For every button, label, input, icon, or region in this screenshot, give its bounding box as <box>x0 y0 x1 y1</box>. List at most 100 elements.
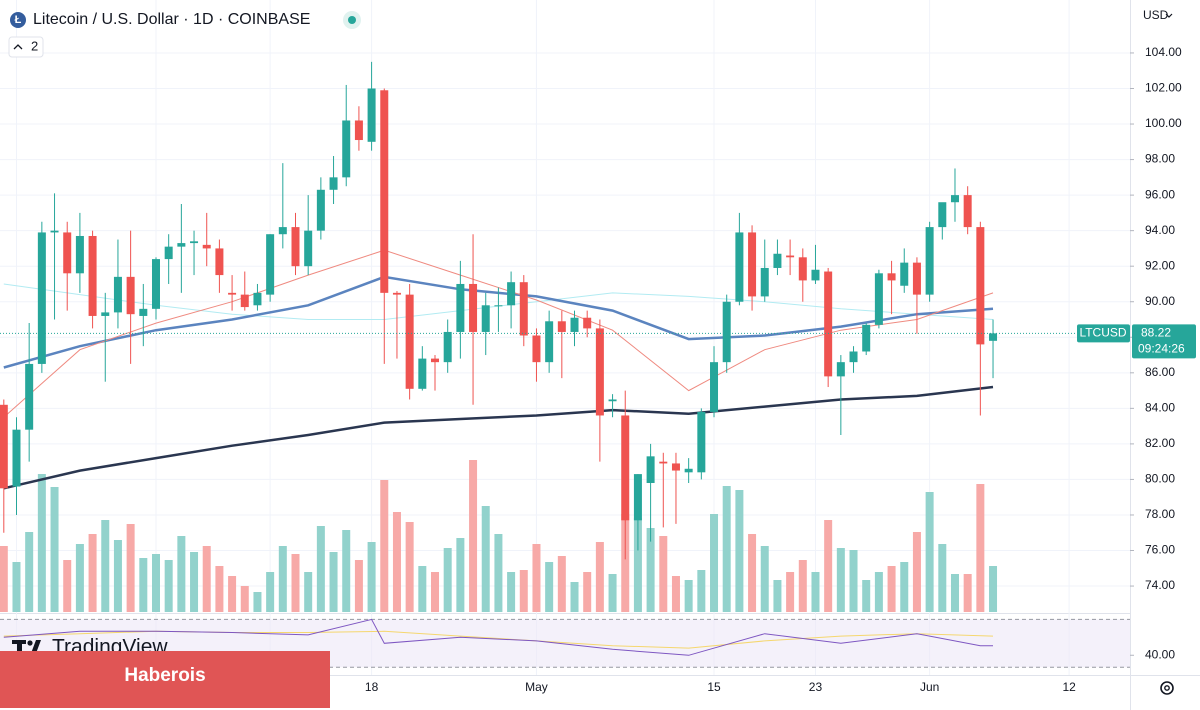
volume-bar <box>418 566 427 612</box>
volume-bar <box>659 536 668 612</box>
volume-bar <box>963 574 972 612</box>
currency-select[interactable]: USD <box>1143 8 1169 22</box>
x-tick-label: May <box>525 680 548 694</box>
volume-bar <box>532 544 541 612</box>
candle-body <box>887 273 896 281</box>
candle-body <box>608 399 617 402</box>
badge-text: Haberois <box>124 665 205 686</box>
volume-bar <box>50 487 59 612</box>
volume-bar <box>722 486 731 612</box>
indicators-count: 2 <box>31 38 38 53</box>
volume-bar <box>976 484 985 612</box>
candle-body <box>12 429 21 487</box>
market-status-dot <box>348 16 356 24</box>
indicators-toggle[interactable] <box>8 36 44 58</box>
candle-body <box>139 308 148 316</box>
candle-body <box>494 305 503 307</box>
y-tick-label: 80.00 <box>1145 472 1175 486</box>
volume-bar <box>469 460 478 612</box>
volume-bar <box>329 552 338 612</box>
volume-bar <box>862 580 871 612</box>
y-tick-label: 90.00 <box>1145 294 1175 308</box>
symbol-label-bg <box>1077 324 1130 343</box>
volume-bar <box>88 534 97 612</box>
candle-body <box>177 243 186 247</box>
volume-bar <box>278 546 287 612</box>
moving-average <box>3 385 994 490</box>
candle-body <box>595 328 604 416</box>
candle-body <box>126 276 135 315</box>
candle-body <box>443 331 452 363</box>
volume-bar <box>938 544 947 612</box>
candle-body <box>481 305 490 332</box>
y-tick-label: 78.00 <box>1145 507 1175 521</box>
volume-bar <box>786 572 795 612</box>
volume-bar <box>139 558 148 612</box>
y-tick-label: 86.00 <box>1145 365 1175 379</box>
volume-bar <box>215 566 224 612</box>
x-tick-label: 18 <box>365 680 379 694</box>
candle-body <box>316 189 325 231</box>
candle-body <box>456 283 465 332</box>
candle-body <box>164 246 173 260</box>
volume-bar <box>101 520 110 612</box>
volume-bar <box>887 566 896 612</box>
candle-body <box>912 262 921 295</box>
price-label-bg <box>1132 324 1196 359</box>
candle-body <box>557 321 566 332</box>
rsi-line <box>3 618 993 656</box>
candle-body <box>329 177 338 190</box>
volume-bar <box>836 548 845 612</box>
volume-bar <box>113 540 122 612</box>
candle-body <box>646 456 655 483</box>
candle-body <box>278 227 287 235</box>
volume-bar <box>849 550 858 612</box>
candle-body <box>862 324 871 352</box>
volume-bar <box>798 560 807 612</box>
volume-bar <box>570 582 579 612</box>
volume-bar <box>37 474 46 612</box>
candle-body <box>824 271 833 377</box>
candle-body <box>380 90 389 293</box>
volume-bar <box>494 534 503 612</box>
candle-body <box>874 273 883 325</box>
volume-bar <box>63 560 72 612</box>
candle-body <box>697 411 706 473</box>
volume-bar <box>456 538 465 612</box>
candle-body <box>0 404 8 489</box>
candle-body <box>519 282 528 336</box>
candle-body <box>900 262 909 286</box>
volume-bar <box>151 554 160 612</box>
candle-body <box>735 232 744 302</box>
candle-body <box>469 283 478 332</box>
y-tick-label: 98.00 <box>1145 152 1175 166</box>
candle-body <box>63 232 72 274</box>
volume-bar <box>481 506 490 612</box>
candle-body <box>405 294 414 389</box>
settings-icon[interactable] <box>1160 681 1174 695</box>
candle-body <box>25 363 34 430</box>
volume-bar <box>735 490 744 612</box>
x-tick-label: Jun <box>920 680 939 694</box>
candle-body <box>710 362 719 412</box>
y-tick-label: 100.00 <box>1145 116 1182 130</box>
y-tick-label: 96.00 <box>1145 187 1175 201</box>
y-tick-label: 92.00 <box>1145 258 1175 272</box>
candle-body <box>938 202 947 228</box>
overlay: Ł Litecoin / U.S. Dollar · 1D · COINBASE… <box>0 8 1196 708</box>
volume-bar <box>912 532 921 612</box>
volume-bar <box>405 522 414 612</box>
volume-bar <box>177 536 186 612</box>
candle-body <box>75 235 84 274</box>
volume-bar <box>545 562 554 612</box>
plot <box>0 0 1130 675</box>
candle-body <box>849 351 858 363</box>
candle-body <box>228 292 237 295</box>
candle-body <box>342 120 351 178</box>
candle-body <box>811 269 820 281</box>
candle-body <box>113 276 122 313</box>
volume-bar <box>443 548 452 612</box>
countdown: 09:24:26 <box>1138 342 1185 356</box>
volume-bar <box>671 576 680 612</box>
